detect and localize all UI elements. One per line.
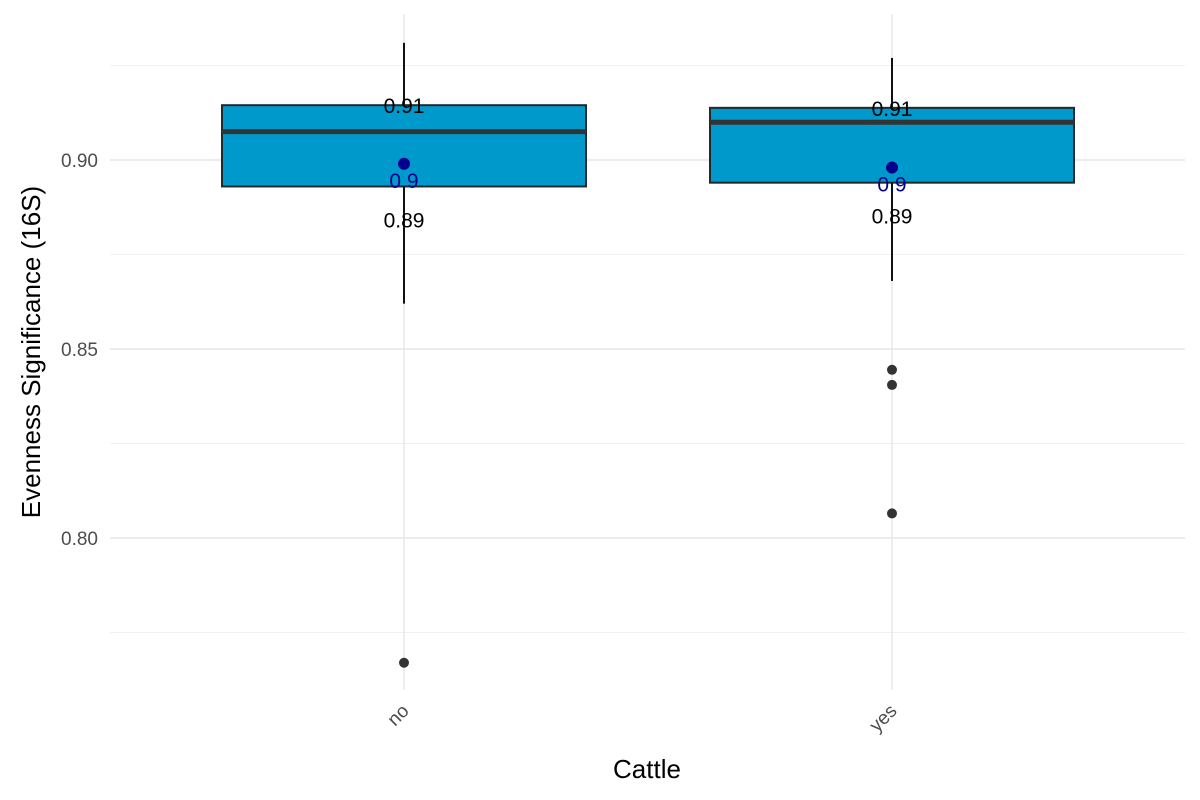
mean-point [886, 161, 898, 174]
boxes-layer: 0.91 0.9 0.89 0.91 0.9 0.89 [221, 42, 1075, 668]
mean-label: 0.9 [389, 170, 418, 193]
x-tick-label: yes [866, 701, 902, 737]
outlier-point [399, 657, 409, 668]
box-rect [221, 104, 587, 188]
mean-point [398, 157, 410, 170]
y-tick-label: 0.85 [61, 340, 98, 361]
x-tick-label: no [384, 701, 414, 731]
box-group-yes: 0.91 0.9 0.89 [709, 57, 1075, 519]
q1-label: 0.89 [872, 206, 913, 229]
outlier-point [887, 379, 897, 390]
q3-label: 0.91 [872, 98, 913, 121]
y-tick-label: 0.90 [61, 151, 98, 172]
y-axis-title: Evenness Significance (16S) [16, 186, 46, 518]
x-axis-title: Cattle [613, 754, 681, 784]
outlier-point [887, 364, 897, 375]
y-tick-labels: 0.80 0.85 0.90 [61, 151, 98, 550]
outlier-point [887, 508, 897, 519]
y-tick-label: 0.80 [61, 529, 98, 550]
box-group-no: 0.91 0.9 0.89 [221, 42, 587, 668]
x-tick-labels: no yes [384, 701, 902, 737]
mean-label: 0.9 [877, 174, 906, 197]
q3-label: 0.91 [384, 95, 425, 118]
q1-label: 0.89 [384, 209, 425, 232]
